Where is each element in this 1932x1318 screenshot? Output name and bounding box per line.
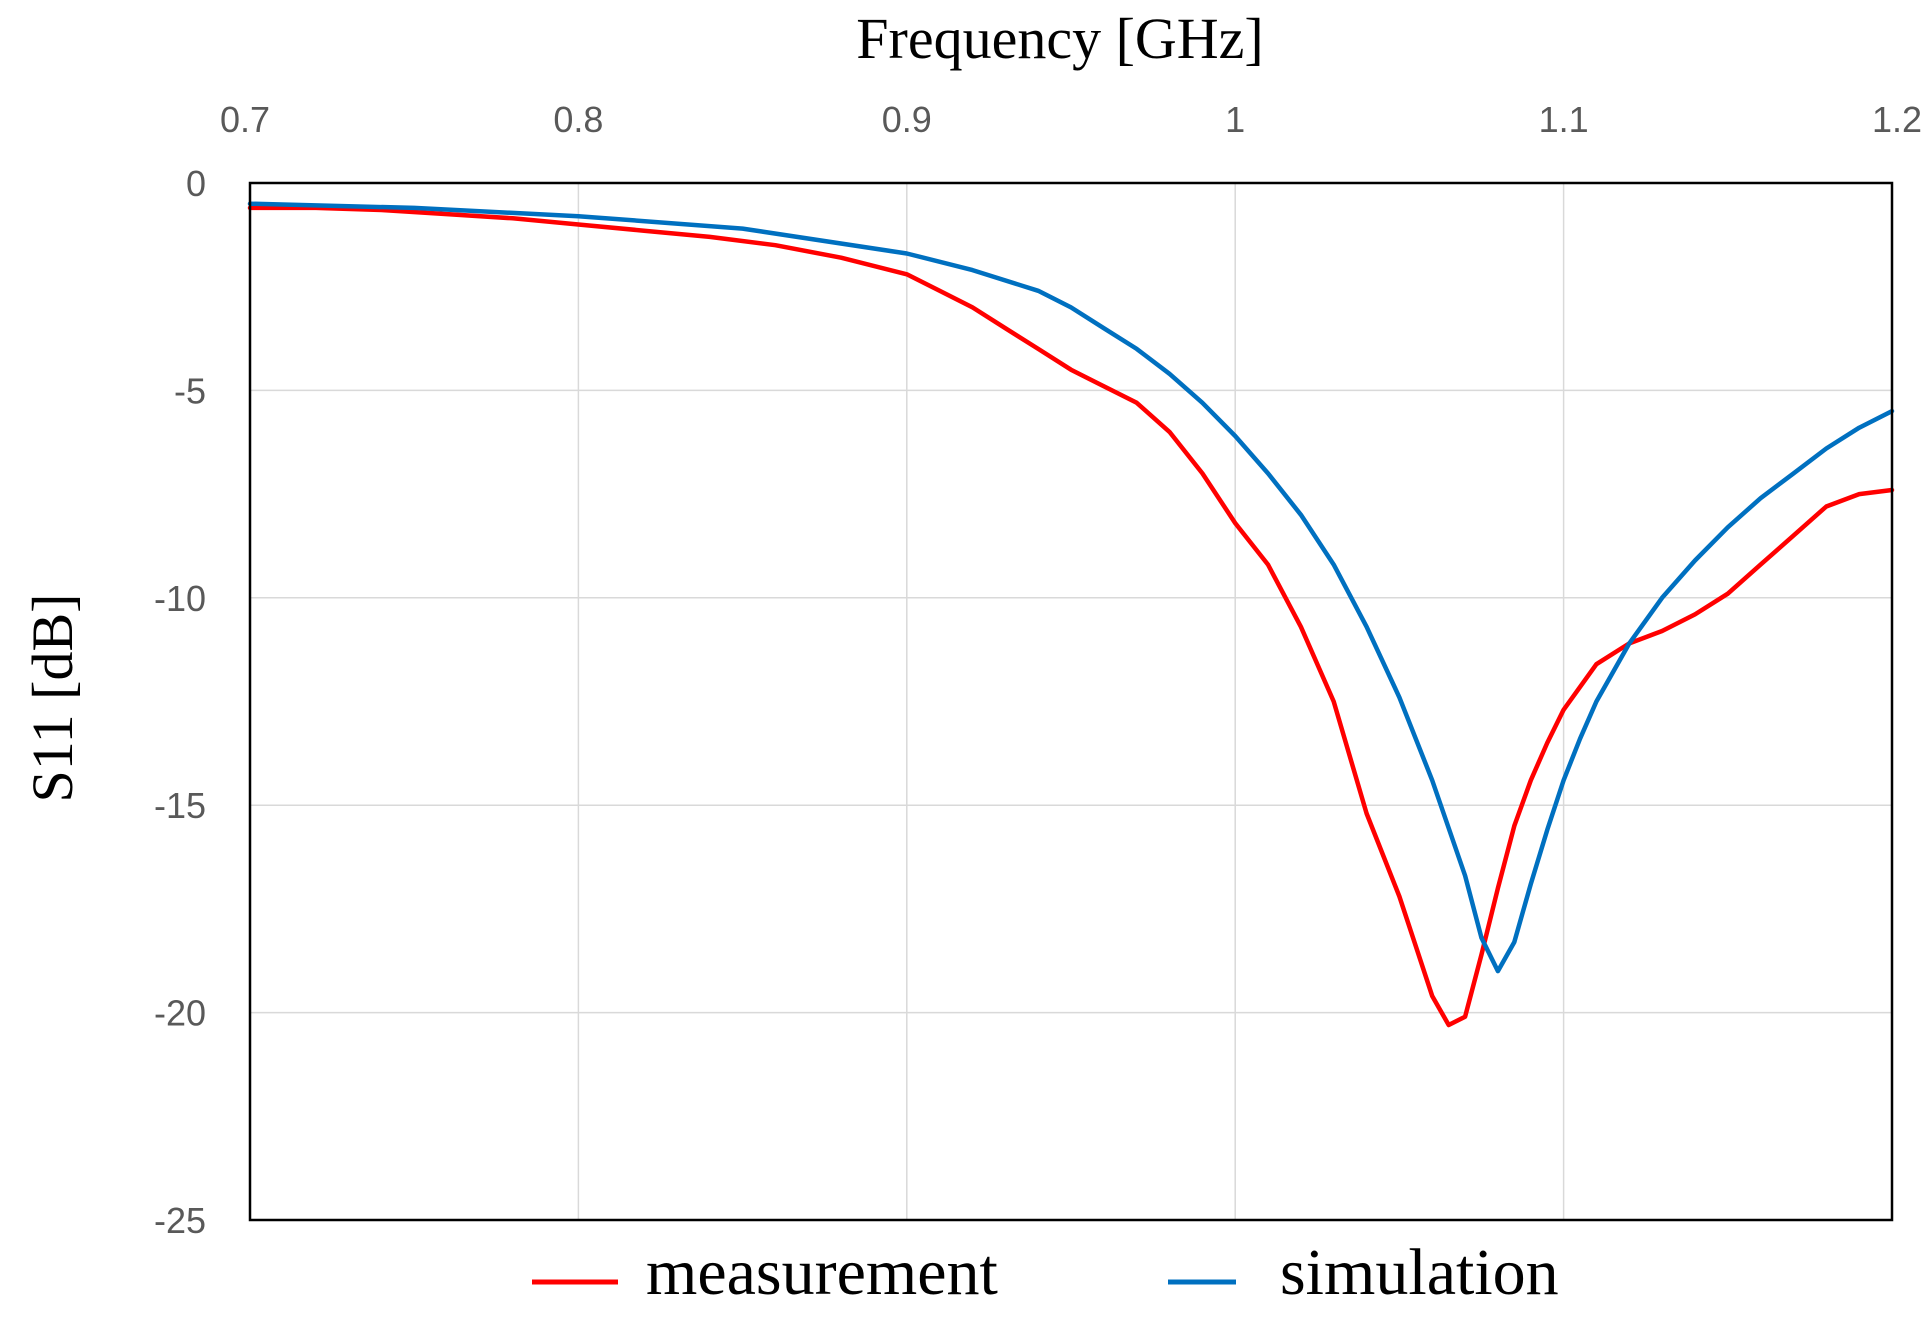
y-tick-label: -10 bbox=[154, 578, 206, 619]
x-tick-label: 1.1 bbox=[1539, 99, 1589, 140]
y-axis-title: S11 [dB] bbox=[20, 594, 85, 803]
series-line-measurement bbox=[247, 205, 1895, 1028]
y-tick-label: -5 bbox=[174, 370, 206, 411]
y-tick-label: 0 bbox=[186, 163, 206, 204]
x-tick-label: 0.8 bbox=[553, 99, 603, 140]
x-axis-title: Frequency [GHz] bbox=[856, 6, 1263, 71]
x-tick-label: 1 bbox=[1225, 99, 1245, 140]
y-tick-label: -15 bbox=[154, 785, 206, 826]
plot-area-frame bbox=[248, 181, 1894, 1222]
x-tick-label: 0.7 bbox=[220, 99, 270, 140]
x-tick-labels: 0.7 0.8 0.9 1 1.1 1.2 bbox=[220, 99, 1922, 140]
y-tick-label: -20 bbox=[154, 993, 206, 1034]
x-tick-label: 1.2 bbox=[1872, 99, 1922, 140]
legend-label-simulation: simulation bbox=[1280, 1236, 1559, 1309]
y-tick-labels: 0 -5 -10 -15 -20 -25 bbox=[154, 163, 206, 1241]
legend-label-measurement: measurement bbox=[646, 1236, 998, 1309]
series-layer bbox=[247, 201, 1895, 1028]
x-tick-label: 0.9 bbox=[882, 99, 932, 140]
legend: measurement simulation bbox=[532, 1236, 1559, 1309]
series-line-simulation bbox=[247, 201, 1895, 974]
y-tick-label: -25 bbox=[154, 1200, 206, 1241]
